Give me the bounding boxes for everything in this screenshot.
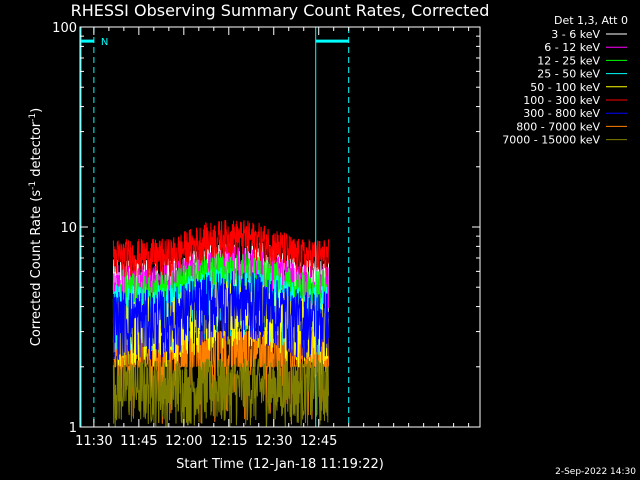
legend-label: 25 - 50 keV	[537, 68, 600, 81]
axis-layer: 11:30 11:45 12:00 12:15 12:30 12:45 1 10 100	[52, 21, 480, 449]
y-axis-label: Corrected Count Rate (s-1 detector-1)	[28, 108, 44, 346]
x-tick-label: 11:45	[120, 434, 157, 449]
series-100-300keV	[112, 220, 329, 278]
x-tick-label: 12:45	[300, 434, 337, 449]
legend-label: 100 - 300 keV	[523, 94, 600, 107]
x-tick-label: 12:15	[210, 434, 247, 449]
legend-label: 12 - 25 keV	[537, 54, 600, 67]
x-tick-label: 11:30	[75, 434, 112, 449]
series-7000-15000keV	[112, 358, 329, 427]
legend-label: 6 - 12 keV	[544, 41, 600, 54]
legend-label: 300 - 800 keV	[523, 107, 600, 120]
x-axis-label: Start Time (12-Jan-18 11:19:22)	[176, 457, 384, 472]
series-line	[112, 270, 329, 360]
series-300-800keV	[112, 270, 329, 360]
legend-label: 50 - 100 keV	[530, 81, 600, 94]
footer-date: 2-Sep-2022 14:30	[555, 467, 636, 477]
y-tick-label: 100	[52, 21, 77, 36]
legend-label: 800 - 7000 keV	[516, 120, 600, 133]
y-tick-label: 10	[60, 221, 77, 236]
legend-label: 3 - 6 keV	[551, 28, 600, 41]
series-layer	[112, 220, 329, 427]
night-label: N	[101, 37, 108, 48]
series-line	[112, 220, 329, 278]
y-tick-label: 1	[69, 421, 77, 436]
legend-header: Det 1,3, Att 0	[554, 14, 628, 27]
series-line	[112, 358, 329, 427]
chart-title: RHESSI Observing Summary Count Rates, Co…	[71, 1, 490, 20]
x-tick-label: 12:00	[165, 434, 202, 449]
x-tick-label: 12:30	[255, 434, 292, 449]
legend-label: 7000 - 15000 keV	[502, 134, 600, 147]
